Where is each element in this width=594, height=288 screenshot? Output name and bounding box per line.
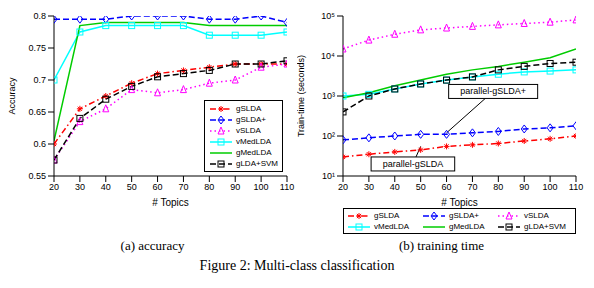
- svg-text:0.55: 0.55: [28, 171, 46, 181]
- svg-text:0.6: 0.6: [33, 139, 46, 149]
- svg-text:20: 20: [338, 182, 348, 192]
- svg-text:70: 70: [467, 182, 477, 192]
- svg-text:30: 30: [75, 182, 85, 192]
- html-text:gSLDA+: gSLDA+: [449, 211, 479, 220]
- svg-text:80: 80: [204, 182, 214, 192]
- svg-text:parallel-gSLDA: parallel-gSLDA: [383, 159, 444, 169]
- svg-text:60: 60: [153, 182, 163, 192]
- svg-text:parallel-gSLDA+: parallel-gSLDA+: [460, 86, 526, 96]
- html-text:gMedLDA: gMedLDA: [236, 148, 272, 157]
- svg-text:50: 50: [416, 182, 426, 192]
- svg-text:110: 110: [280, 182, 294, 192]
- svg-text:# Topics: # Topics: [441, 197, 478, 208]
- svg-text:0.8: 0.8: [33, 11, 46, 21]
- html-text:gLDA+SVM: gLDA+SVM: [524, 222, 566, 231]
- svg-text:70: 70: [178, 182, 188, 192]
- html-text:gLDA+SVM: gLDA+SVM: [236, 159, 278, 168]
- svg-text:10³: 10³: [322, 91, 335, 101]
- svg-text:0.65: 0.65: [28, 107, 46, 117]
- html-text:(a) accuracy: (a) accuracy: [120, 238, 185, 253]
- svg-text:0.75: 0.75: [28, 43, 46, 53]
- svg-text:20: 20: [49, 182, 59, 192]
- html-text:vSLDA: vSLDA: [236, 126, 261, 135]
- html-text:vMedLDA: vMedLDA: [374, 222, 410, 231]
- svg-text:0.7: 0.7: [33, 75, 46, 85]
- svg-text:90: 90: [230, 182, 240, 192]
- svg-text:30: 30: [364, 182, 374, 192]
- svg-text:10²: 10²: [322, 131, 335, 141]
- html-text:gSLDA: gSLDA: [374, 211, 400, 220]
- svg-text:Train-time (seconds): Train-time (seconds): [297, 55, 306, 137]
- svg-text:# Topics: # Topics: [152, 197, 189, 208]
- svg-text:40: 40: [390, 182, 400, 192]
- html-text:(b) training time: (b) training time: [398, 238, 485, 253]
- svg-text:10¹: 10¹: [322, 171, 335, 181]
- svg-text:Accuracy: Accuracy: [8, 77, 17, 115]
- html-text:gMedLDA: gMedLDA: [449, 222, 485, 231]
- svg-text:10⁴: 10⁴: [321, 51, 335, 61]
- svg-text:100: 100: [543, 182, 558, 192]
- svg-text:110: 110: [569, 182, 583, 192]
- html-text:vSLDA: vSLDA: [524, 211, 549, 220]
- svg-text:10⁵: 10⁵: [321, 11, 335, 21]
- svg-text:90: 90: [519, 182, 529, 192]
- html-text:gSLDA: gSLDA: [236, 104, 262, 113]
- svg-text:40: 40: [101, 182, 111, 192]
- html-text:Figure 2: Multi-class classifi: Figure 2: Multi-class classification: [199, 258, 395, 273]
- svg-text:60: 60: [442, 182, 452, 192]
- html-text:vMedLDA: vMedLDA: [236, 137, 272, 146]
- svg-text:80: 80: [493, 182, 503, 192]
- html-text:gSLDA+: gSLDA+: [236, 115, 266, 124]
- svg-text:50: 50: [127, 182, 137, 192]
- svg-text:100: 100: [254, 182, 269, 192]
